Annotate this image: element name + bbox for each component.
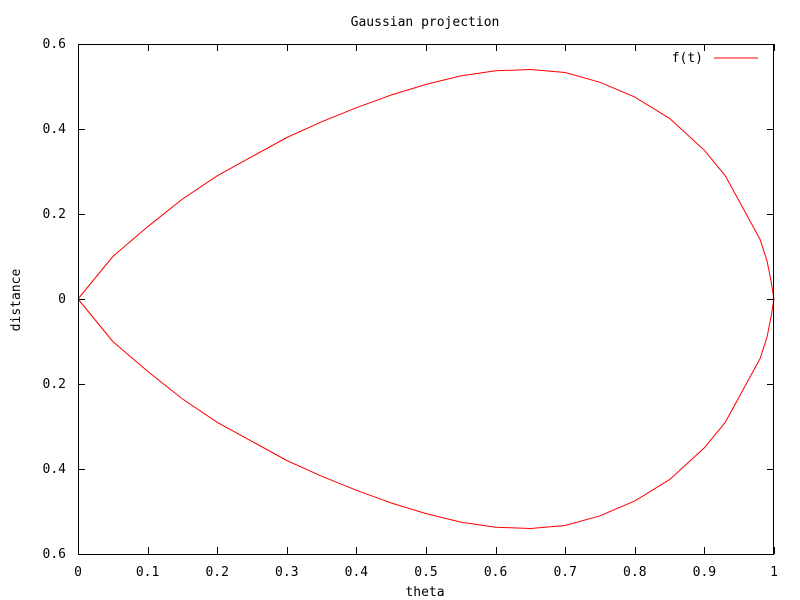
x-tick-label: 0.7 xyxy=(553,565,576,580)
chart-title: Gaussian projection xyxy=(351,15,500,30)
series-line-f-t xyxy=(77,68,775,530)
legend-label-f-t: f(t) xyxy=(672,51,703,66)
y-tick-label: 0.4 xyxy=(43,122,67,137)
x-axis-title: theta xyxy=(405,585,444,600)
x-tick-label: 0.1 xyxy=(136,565,159,580)
x-tick-label: 0.4 xyxy=(345,565,369,580)
y-tick-label: 0.2 xyxy=(43,377,66,392)
y-tick-label: 0 xyxy=(58,292,66,307)
y-tick-label: 0.2 xyxy=(43,207,66,222)
y-tick-label: 0.6 xyxy=(43,37,66,52)
legend: f(t) xyxy=(672,51,758,66)
x-tick-label: 0.8 xyxy=(623,565,646,580)
plot-frame xyxy=(78,44,774,555)
series-layer xyxy=(77,68,775,530)
x-tick-label: 0 xyxy=(74,565,82,580)
x-tick-label: 0.6 xyxy=(484,565,507,580)
x-tick-label: 0.2 xyxy=(205,565,228,580)
x-tick-label: 0.3 xyxy=(275,565,298,580)
y-tick-label: 0.6 xyxy=(43,547,66,562)
axis-ticks: 0 0.1 0.2 0.3 0.4 0.5 0.6 0.7 0.8 0.9 10.60.40.200… xyxy=(43,37,778,580)
x-tick-label: 0.9 xyxy=(693,565,716,580)
x-tick-label: 0.5 xyxy=(414,565,437,580)
y-tick-label: 0.4 xyxy=(43,462,67,477)
x-tick-label: 1 xyxy=(770,565,778,580)
y-axis-title: distance xyxy=(9,269,24,332)
